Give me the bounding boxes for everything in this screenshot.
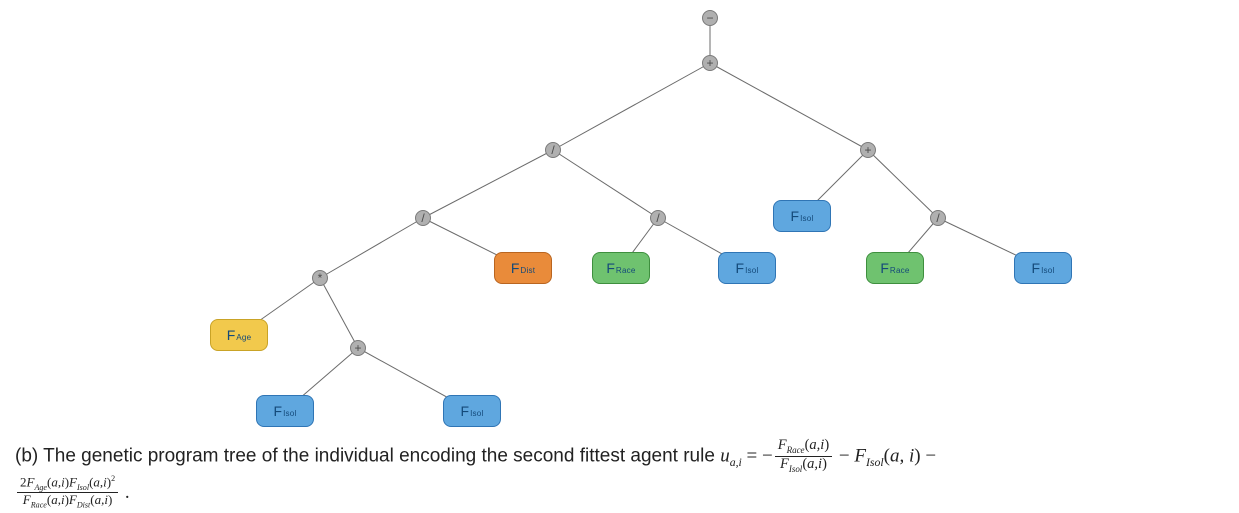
operator-node: − [702, 10, 718, 26]
operator-node: / [650, 210, 666, 226]
terminal-node: FIsol [443, 395, 501, 427]
operator-node: + [702, 55, 718, 71]
terminal-node: FIsol [1014, 252, 1072, 284]
terminal-node: FIsol [773, 200, 831, 232]
operator-node: / [930, 210, 946, 226]
terminal-node: FIsol [718, 252, 776, 284]
operator-node: / [415, 210, 431, 226]
terminal-node: FRace [592, 252, 650, 284]
operator-node: / [545, 142, 561, 158]
operator-node: + [350, 340, 366, 356]
terminal-node: FRace [866, 252, 924, 284]
figure-caption: (b) The genetic program tree of the indi… [15, 438, 1225, 511]
terminal-node: FDist [494, 252, 552, 284]
terminal-node: FAge [210, 319, 268, 351]
operator-node: * [312, 270, 328, 286]
terminal-node: FIsol [256, 395, 314, 427]
operator-node: + [860, 142, 876, 158]
